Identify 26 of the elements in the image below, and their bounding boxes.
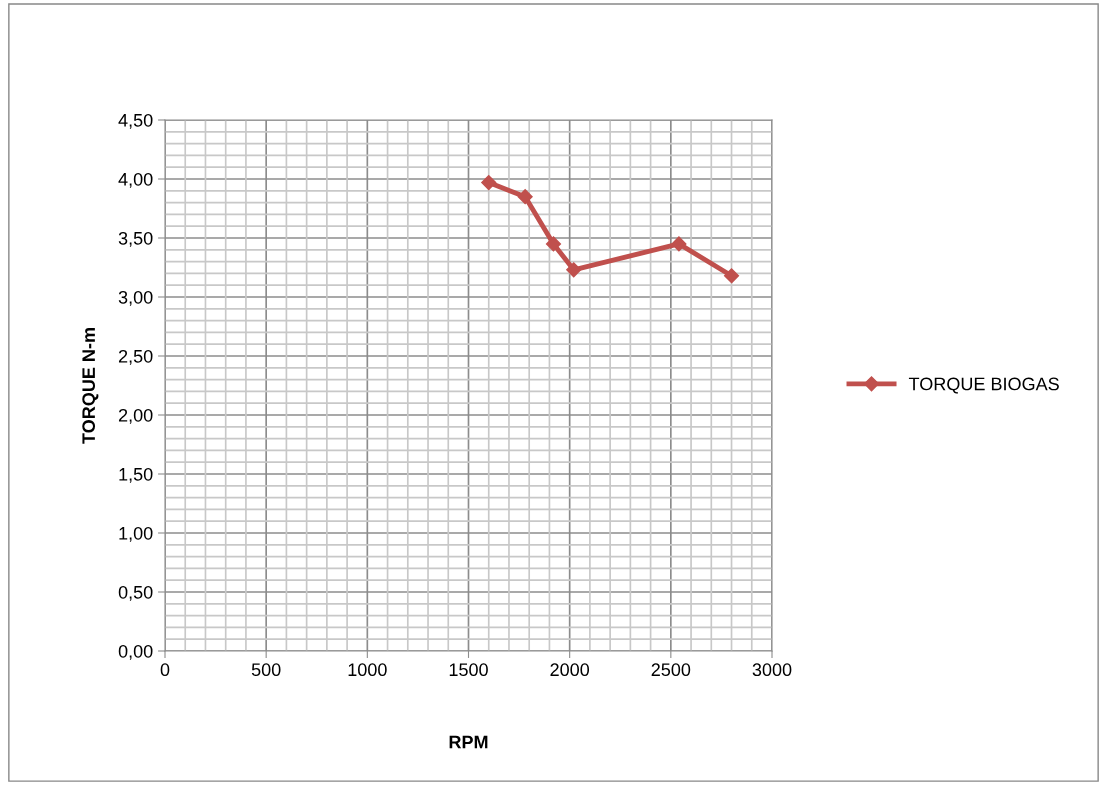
point: [481, 174, 497, 191]
y-tick-label: 0,00: [118, 644, 153, 660]
x-axis-title: RPM: [449, 735, 488, 749]
y-tick-label: 4,50: [118, 113, 153, 129]
y-tick-label: 2,50: [118, 349, 153, 365]
point: [545, 236, 562, 252]
y-tick-label: 3,50: [118, 231, 153, 247]
y-tick-label: 4,00: [118, 172, 153, 188]
x-tick-label: 1000: [348, 663, 387, 677]
point: [517, 189, 533, 205]
point: [566, 262, 582, 278]
y-tick-label: 1,00: [119, 526, 153, 542]
legend-label: TORQUE BIOGAS: [908, 377, 1059, 394]
y-tick-label: 0,50: [118, 585, 153, 601]
point: [723, 268, 740, 284]
x-tick-label: 2000: [550, 663, 590, 677]
x-tick-label: 1500: [449, 663, 488, 677]
point: [671, 236, 687, 252]
y-tick-label: 3,00: [118, 290, 153, 306]
y-tick-label: 1,50: [119, 467, 153, 483]
x-tick-label: 0: [160, 663, 170, 677]
x-tick-label: 3000: [752, 663, 792, 677]
x-tick-label: 500: [251, 663, 281, 677]
y-axis-title: TORQUE N-m: [82, 328, 99, 444]
x-tick-label: 2500: [651, 663, 691, 677]
y-tick-label: 2,00: [118, 408, 153, 424]
